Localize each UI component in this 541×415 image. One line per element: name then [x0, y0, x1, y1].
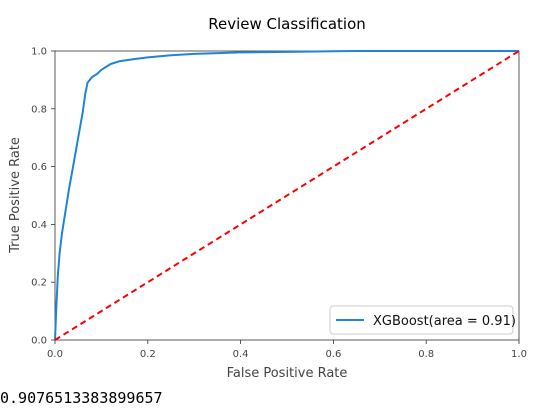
- roc-chart: Review Classification 0.0 0.2 0.4 0.6 0.8 1.0…: [8, 15, 527, 381]
- x-tick-label: 0.0: [47, 349, 63, 360]
- y-axis-label: True Positive Rate: [8, 137, 23, 254]
- x-axis-label: False Positive Rate: [227, 366, 348, 381]
- legend-label-xgboost: XGBoost(area = 0.91): [373, 314, 516, 329]
- y-tick-label: 0.6: [31, 162, 47, 173]
- roc-curve-xgboost: [54, 50, 519, 341]
- x-tick-label: 0.6: [325, 349, 341, 360]
- y-tick-label: 0.0: [31, 336, 47, 347]
- x-tick-label: 1.0: [511, 349, 527, 360]
- series-layer: [54, 50, 520, 341]
- x-tick-label: 0.4: [233, 349, 249, 360]
- output-value: 0.9076513383899657: [0, 389, 163, 407]
- x-tick-label: 0.8: [418, 349, 434, 360]
- chart-title: Review Classification: [208, 15, 366, 33]
- y-ticks: 0.0 0.2 0.4 0.6 0.8 1.0: [31, 47, 55, 347]
- y-tick-label: 0.4: [31, 220, 47, 231]
- random-baseline-line: [54, 50, 520, 341]
- legend: XGBoost(area = 0.91): [329, 305, 516, 335]
- y-tick-label: 0.8: [31, 104, 47, 115]
- legend-box: [329, 305, 514, 335]
- y-tick-label: 0.2: [31, 278, 47, 289]
- y-tick-label: 1.0: [31, 47, 47, 58]
- x-tick-label: 0.2: [140, 349, 156, 360]
- x-ticks: 0.0 0.2 0.4 0.6 0.8 1.0: [47, 340, 527, 360]
